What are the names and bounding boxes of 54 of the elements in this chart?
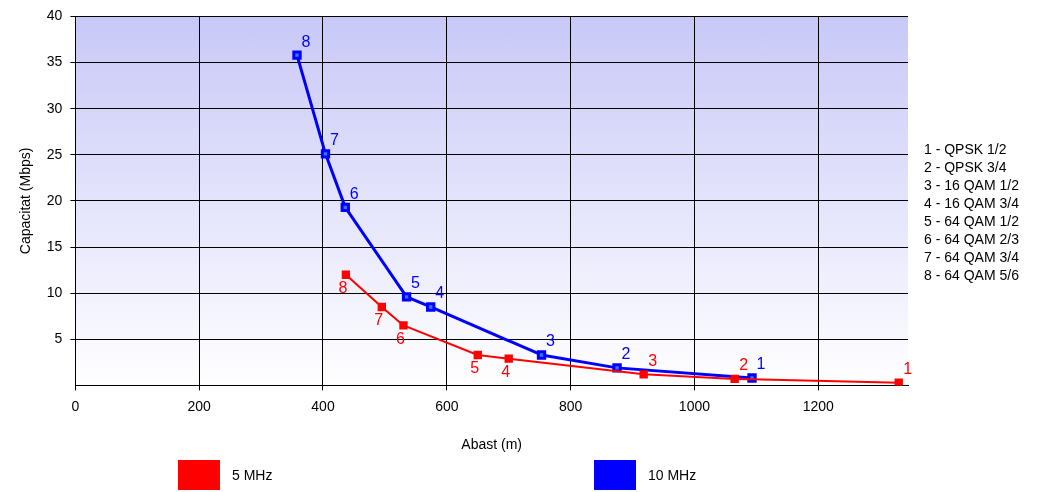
point [473, 350, 482, 360]
y-tick-label: 40 [46, 7, 63, 24]
point [426, 302, 436, 312]
y-tick-label: 35 [46, 53, 63, 70]
y-tick-label: 10 [46, 284, 63, 301]
annotation: 8 [338, 279, 348, 297]
annotation: 6 [349, 184, 359, 202]
text: 3 - 16 QAM 1/2 [924, 176, 1019, 194]
point [292, 50, 302, 60]
y-tick-label: 25 [46, 145, 63, 162]
point [340, 202, 350, 213]
x-tick-label: 0 [71, 397, 80, 414]
point [341, 270, 351, 279]
annotation: 4 [501, 363, 511, 381]
legend-label: 5 MHz [232, 467, 273, 483]
x-axis-title: Abast (m) [461, 436, 523, 453]
text: 6 - 64 QAM 2/3 [924, 230, 1019, 248]
y-tick-label: 20 [46, 191, 63, 208]
annotation: 1 [756, 355, 766, 373]
annotation: 7 [330, 131, 340, 149]
x-tick-label: 1200 [802, 397, 835, 414]
point [377, 302, 386, 312]
annotation: 2 [739, 356, 749, 374]
point [730, 374, 739, 384]
x-tick-label: 800 [558, 397, 583, 414]
text: 8 - 64 QAM 5/6 [924, 266, 1019, 284]
point [320, 149, 331, 159]
annotation: 2 [621, 345, 631, 363]
annotation: 5 [470, 359, 480, 377]
text: 2 - QPSK 3/4 [924, 158, 1008, 176]
annotation: 7 [374, 311, 384, 329]
text: 1 - QPSK 1/2 [924, 140, 1008, 158]
x-tick-label: 600 [435, 397, 459, 414]
text: 5 - 64 QAM 1/2 [924, 212, 1019, 230]
annotation: 8 [301, 32, 311, 50]
y-tick-label: 5 [54, 330, 63, 347]
text: 7 - 64 QAM 3/4 [924, 248, 1019, 266]
point [504, 354, 513, 363]
x-tick-label: 400 [311, 397, 335, 414]
x-tick-label: 200 [187, 397, 212, 414]
annotation: 5 [411, 274, 421, 292]
text: 4 - 16 QAM 3/4 [924, 194, 1019, 212]
point [399, 321, 408, 330]
x-tick-label: 1000 [678, 397, 711, 414]
legend-label: 10 MHz [648, 467, 697, 483]
y-tick-label: 15 [46, 237, 63, 254]
y-axis-title: Capacitat (Mbps) [17, 147, 34, 255]
point [639, 370, 648, 379]
annotation: 3 [648, 351, 658, 369]
point [894, 378, 903, 386]
annotation: 1 [903, 360, 913, 378]
point [401, 292, 412, 302]
y-tick-label: 30 [46, 99, 63, 116]
point [536, 350, 547, 360]
